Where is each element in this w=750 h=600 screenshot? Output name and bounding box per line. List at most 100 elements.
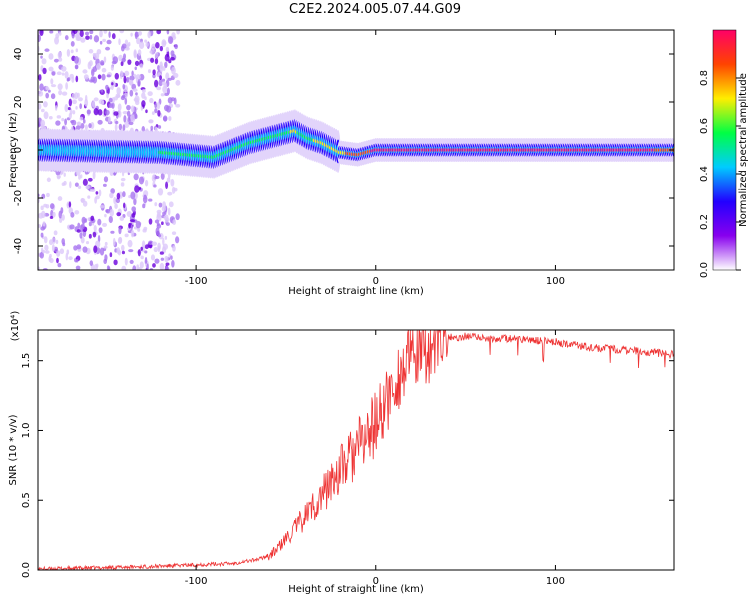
noise-speckle [84,94,88,102]
noise-speckle [88,221,92,227]
noise-speckle [102,183,107,187]
noise-speckle [40,232,44,238]
noise-speckle [66,249,70,255]
noise-speckle [161,78,166,82]
noise-speckle [61,238,65,245]
noise-speckle [175,236,180,244]
noise-speckle [114,72,119,80]
noise-speckle [151,241,158,246]
noise-speckle [94,196,98,204]
noise-speckle [97,218,102,226]
noise-speckle [133,49,137,58]
noise-speckle [63,180,67,186]
noise-speckle [122,110,128,115]
noise-speckle [130,191,136,200]
noise-speckle [67,106,71,111]
noise-speckle [108,97,113,103]
noise-speckle [134,31,138,40]
noise-speckle [53,58,59,63]
noise-speckle [148,218,153,225]
noise-speckle [92,52,96,57]
noise-speckle [75,75,79,83]
noise-speckle [79,103,82,110]
noise-speckle [134,66,137,71]
noise-speckle [175,213,180,221]
noise-speckle [63,172,66,177]
noise-speckle [118,38,121,46]
noise-speckle [45,86,50,91]
noise-speckle [166,87,170,95]
noise-speckle [158,202,163,208]
noise-speckle [93,97,99,102]
noise-speckle [56,174,61,179]
noise-speckle [154,79,159,88]
noise-speckle [109,192,114,199]
noise-speckle [159,64,164,73]
noise-speckle [89,188,96,193]
noise-speckle [49,216,54,220]
noise-speckle [157,234,162,238]
noise-speckle [116,212,122,217]
noise-speckle [116,94,121,98]
noise-speckle [120,70,124,77]
noise-speckle [85,185,90,190]
noise-speckle [124,97,128,105]
noise-speckle [56,257,59,264]
noise-speckle [41,58,47,65]
noise-speckle [106,92,109,99]
noise-speckle [82,69,88,74]
noise-speckle [52,211,56,218]
noise-speckle [46,192,50,198]
noise-speckle [113,259,118,266]
x-tick-label: 0 [373,576,379,587]
noise-speckle [110,230,115,234]
noise-speckle [46,177,51,183]
noise-speckle [81,223,85,230]
noise-speckle [144,96,147,101]
noise-speckle [79,232,83,239]
noise-speckle [91,100,96,108]
noise-speckle [128,249,134,253]
noise-speckle [122,191,126,198]
snr-plot: -100 0 100 0.0 0.5 1.0 1.5 Height of straight … [8,311,675,595]
noise-speckle [124,121,130,128]
noise-speckle [170,178,175,187]
noise-speckle [147,69,152,74]
noise-speckle [49,30,54,34]
noise-speckle [56,250,61,257]
snr-frame [37,329,675,571]
noise-speckle [162,115,168,122]
noise-speckle [154,258,160,264]
noise-speckle [64,118,68,126]
noise-speckle [38,74,42,81]
y-tick-label: -20 [13,190,24,206]
noise-speckle [90,215,95,221]
noise-speckle [149,267,154,270]
noise-speckle [131,206,136,213]
noise-speckle [57,196,63,202]
noise-speckle [72,30,78,35]
noise-speckle [128,79,134,86]
noise-speckle [136,264,139,270]
noise-speckle [170,255,173,260]
noise-speckle [124,39,129,45]
noise-speckle [108,103,114,108]
x-tick-label: 100 [546,276,565,287]
noise-speckle [84,98,89,107]
noise-speckle [75,265,81,270]
noise-speckle [103,176,109,183]
noise-speckle [43,236,48,244]
noise-speckle [70,40,75,47]
noise-speckle [38,103,42,110]
noise-speckle [38,90,44,97]
noise-speckle [144,39,148,43]
noise-speckle [111,82,114,86]
noise-speckle [85,35,90,40]
noise-speckle [50,93,56,100]
noise-speckle [122,202,126,209]
noise-speckle [131,70,134,77]
noise-speckle [158,79,163,87]
noise-speckle [60,207,64,214]
noise-speckle [75,36,81,42]
noise-speckle [48,66,54,72]
